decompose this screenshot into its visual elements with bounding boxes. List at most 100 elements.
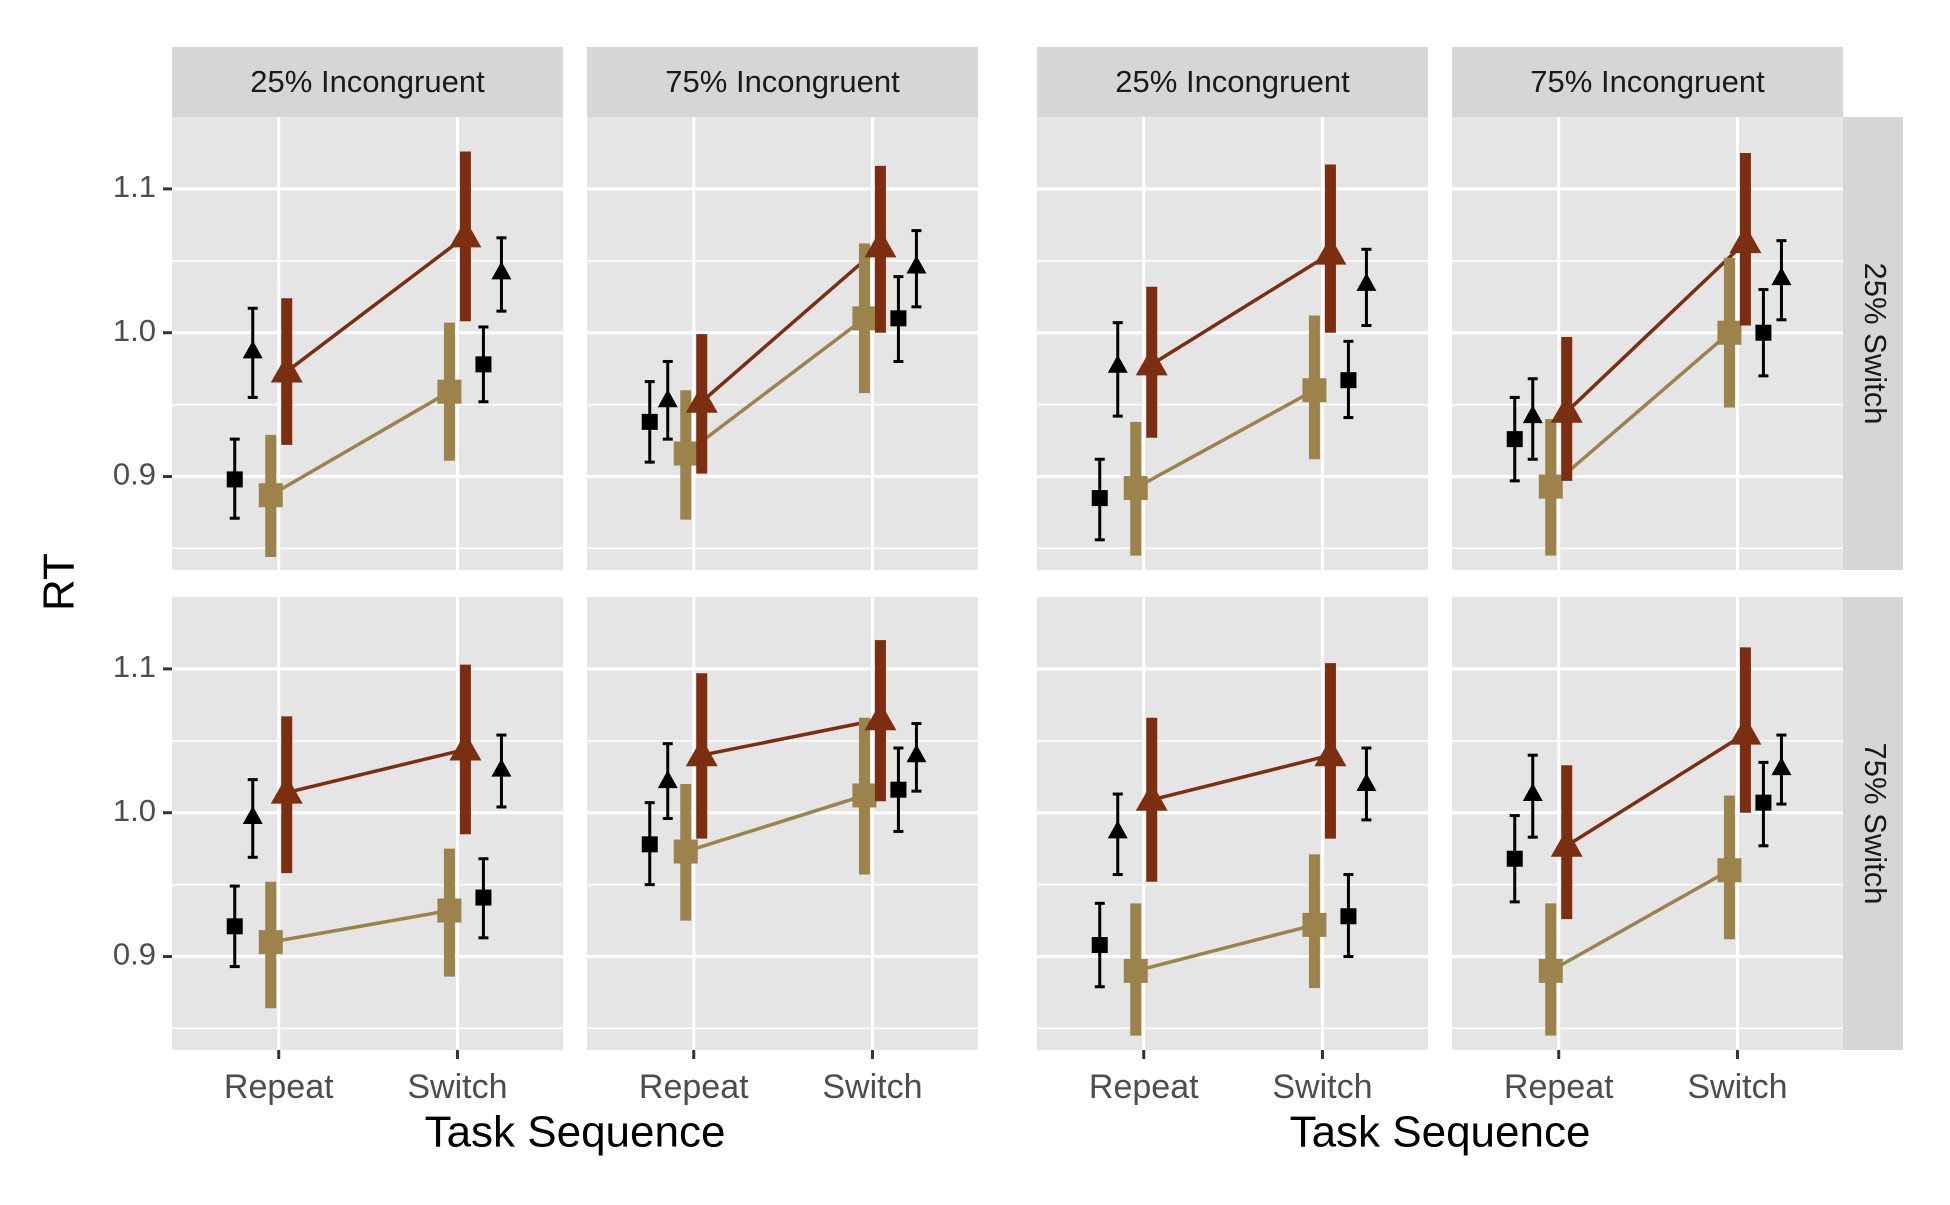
facet-strip-column	[172, 47, 563, 117]
model-congruent-point	[437, 898, 462, 923]
observed-incongruent-point	[1771, 267, 1792, 286]
model-incongruent-point	[864, 229, 897, 258]
observed-incongruent-point	[1771, 757, 1792, 776]
observed-congruent-point	[1755, 324, 1772, 341]
model-incongruent-point	[270, 775, 303, 804]
observed-congruent-point	[1091, 490, 1108, 507]
model-incongruent-point	[270, 354, 303, 383]
model-incongruent-point	[1314, 738, 1347, 767]
model-congruent-line	[1134, 388, 1316, 490]
observed-incongruent-point	[1356, 772, 1377, 791]
model-congruent-point	[1123, 958, 1148, 983]
observed-congruent-point	[1340, 908, 1357, 925]
model-congruent-line	[684, 316, 866, 455]
model-incongruent-line	[286, 747, 466, 795]
x-tick-label: Switch	[822, 1068, 922, 1106]
facet-strip-row-label: 25% Switch	[1858, 263, 1893, 425]
model-congruent-point	[1302, 912, 1327, 937]
observed-congruent-point	[226, 918, 243, 935]
observed-incongruent-point	[906, 744, 927, 763]
model-incongruent-line	[1151, 753, 1331, 802]
model-congruent-line	[685, 793, 865, 854]
model-incongruent-point	[1135, 782, 1168, 811]
model-congruent-point	[1302, 378, 1327, 403]
model-congruent-point	[673, 839, 698, 864]
model-congruent-line	[1549, 868, 1731, 973]
model-congruent-point	[437, 379, 462, 404]
model-incongruent-point	[685, 738, 718, 767]
model-incongruent-point	[1550, 394, 1583, 423]
model-incongruent-point	[1135, 347, 1168, 376]
x-axis-title: Task Sequence	[1290, 1108, 1591, 1157]
observed-congruent-point	[641, 836, 658, 853]
observed-incongruent-point	[1522, 783, 1543, 802]
model-incongruent-line	[1565, 732, 1747, 848]
panel-background	[587, 597, 978, 1050]
model-congruent-line	[1549, 331, 1731, 488]
observed-incongruent-point	[1356, 272, 1377, 291]
facet-strip-label: 75% Incongruent	[1530, 64, 1765, 99]
observed-congruent-point	[226, 471, 243, 488]
model-congruent-point	[1538, 958, 1563, 983]
panel-background	[1452, 597, 1843, 1050]
facet-strip-label: 75% Incongruent	[665, 64, 900, 99]
model-incongruent-point	[685, 384, 718, 413]
facet-strip-label: 25% Incongruent	[1115, 64, 1350, 99]
model-incongruent-line	[285, 234, 467, 373]
facet-strip-row-label: 75% Switch	[1858, 743, 1893, 905]
model-congruent-point	[258, 483, 283, 508]
model-incongruent-point	[1550, 828, 1583, 857]
x-tick-label: Switch	[1687, 1068, 1787, 1106]
observed-congruent-point	[1755, 794, 1772, 811]
panel-background	[1452, 117, 1843, 570]
observed-congruent-point	[475, 356, 492, 373]
model-congruent-point	[852, 783, 877, 808]
panel-background	[587, 117, 978, 570]
observed-congruent-point	[1091, 937, 1108, 954]
x-tick-label: Repeat	[1504, 1068, 1614, 1106]
y-tick-label: 1.1	[113, 649, 156, 684]
observed-incongruent-point	[242, 806, 263, 825]
panel-background	[172, 597, 563, 1050]
x-tick-label: Repeat	[224, 1068, 334, 1106]
y-tick-label: 1.0	[113, 793, 156, 828]
model-congruent-line	[269, 390, 451, 497]
model-congruent-point	[1717, 320, 1742, 345]
model-congruent-point	[1538, 474, 1563, 499]
observed-incongruent-point	[1107, 820, 1128, 839]
facet-strip-row	[1843, 597, 1903, 1050]
x-tick-label: Repeat	[1089, 1068, 1199, 1106]
model-incongruent-point	[1314, 236, 1347, 265]
observed-incongruent-point	[242, 340, 263, 359]
model-incongruent-point	[1729, 716, 1762, 745]
model-incongruent-line	[700, 245, 882, 404]
x-tick-label: Repeat	[639, 1068, 749, 1106]
model-congruent-point	[852, 306, 877, 331]
x-tick-label: Switch	[1272, 1068, 1372, 1106]
observed-congruent-point	[475, 889, 492, 906]
y-axis-title: RT	[35, 553, 84, 611]
x-tick-label: Switch	[407, 1068, 507, 1106]
observed-incongruent-point	[1107, 354, 1128, 373]
model-incongruent-point	[1729, 225, 1762, 254]
model-incongruent-point	[864, 702, 897, 731]
observed-congruent-point	[1506, 850, 1523, 867]
facet-strip-column	[1452, 47, 1843, 117]
x-axis-title: Task Sequence	[425, 1108, 726, 1157]
facet-strip-row	[1843, 117, 1903, 570]
model-incongruent-point	[449, 219, 482, 248]
y-tick-label: 0.9	[113, 937, 156, 972]
model-congruent-line	[1135, 923, 1315, 973]
observed-incongruent-point	[491, 261, 512, 280]
model-congruent-point	[1717, 858, 1742, 883]
panel-background	[1037, 597, 1428, 1050]
model-incongruent-line	[1150, 252, 1332, 366]
model-incongruent-point	[449, 732, 482, 761]
model-congruent-point	[258, 930, 283, 955]
y-tick-label: 0.9	[113, 457, 156, 492]
model-incongruent-line	[1565, 240, 1747, 414]
model-congruent-point	[1123, 476, 1148, 501]
facet-strip-column	[1037, 47, 1428, 117]
